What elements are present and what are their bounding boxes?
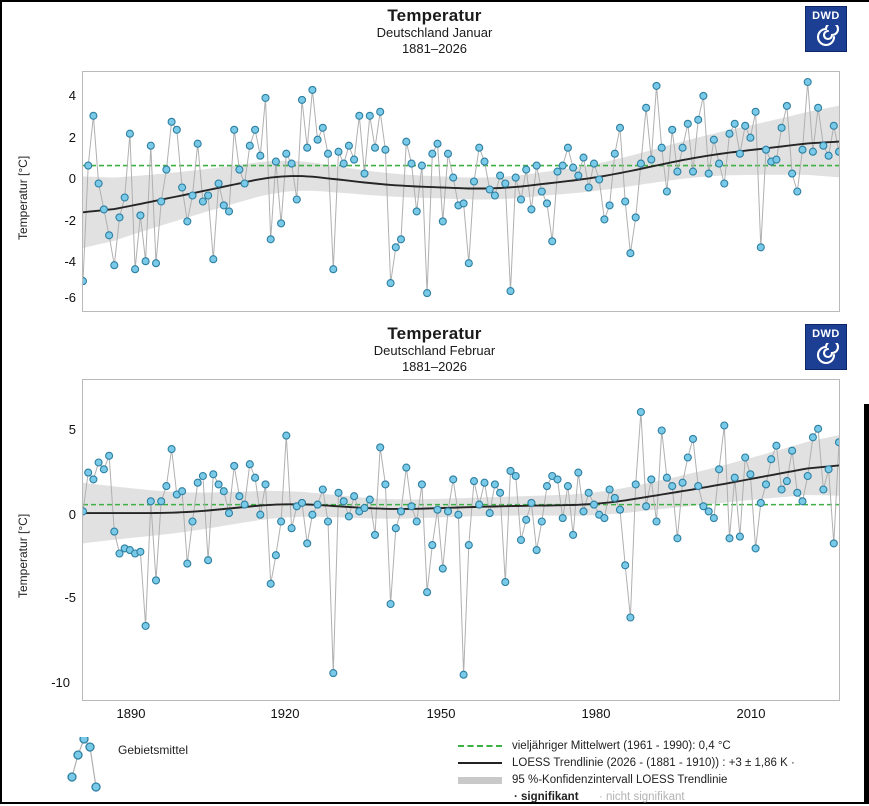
dwd-logo-text-februar: DWD	[812, 328, 840, 340]
legend-swatch-confidence-band	[458, 777, 502, 784]
y-tick-februar-2: -5	[64, 590, 76, 605]
legend-swatch-loess-solid-line	[458, 762, 502, 764]
legend-row-loess: LOESS Trendlinie (2026 - (1881 - 1910)) …	[458, 755, 795, 772]
legend-box: vieljähriger Mittelwert (1961 - 1990): 0…	[458, 738, 795, 806]
y-tick-januar-4: -4	[64, 254, 76, 269]
y-tick-januar-2: 0	[68, 171, 76, 186]
frame-right	[864, 404, 869, 804]
chart-panel-februar: Temperatur Deutschland Februar 1881–2026…	[0, 318, 869, 736]
x-tick-1: 1920	[270, 706, 300, 721]
y-tick-februar-3: -10	[51, 675, 70, 690]
chart-title-block-januar: Temperatur Deutschland Januar 1881–2026	[0, 6, 869, 57]
chart-year-range: 1881–2026	[401, 41, 468, 56]
legend-swatch-mean-dashed-line	[458, 745, 502, 747]
dwd-logo-februar: DWD	[805, 324, 847, 370]
legend-label-konfidenz: 95 %-Konfidenzintervall LOESS Trendlinie	[512, 774, 728, 786]
dwd-logo-text: DWD	[812, 10, 840, 22]
y-tick-januar-3: -2	[64, 213, 76, 228]
frame-left	[0, 0, 2, 804]
legend-label-not-significant: · nicht signifikant	[598, 791, 685, 803]
gebietsmittel-sample-icon	[67, 737, 101, 792]
y-tick-februar-1: 0	[68, 507, 76, 522]
x-tick-2: 1950	[426, 706, 456, 721]
y-tick-januar-5: -6	[64, 290, 76, 305]
legend-label-significant: · signifikant	[514, 791, 579, 803]
y-axis-label-februar: Temperatur [°C]	[16, 513, 30, 598]
legend-row-significance: · signifikant · nicht signifikant	[458, 789, 795, 806]
x-tick-0: 1890	[116, 706, 146, 721]
page-title: Temperatur	[387, 6, 482, 25]
dwd-logo: DWD	[805, 6, 847, 52]
x-tick-3: 1980	[581, 706, 611, 721]
legend-row-mean: vieljähriger Mittelwert (1961 - 1990): 0…	[458, 738, 795, 755]
dwd-spiral-icon-februar	[816, 343, 840, 365]
y-tick-januar-1: 2	[68, 130, 76, 145]
plot-svg-januar	[83, 77, 839, 298]
legend-row-konfidenz: 95 %-Konfidenzintervall LOESS Trendlinie	[458, 772, 795, 789]
x-tick-4: 2010	[736, 706, 766, 721]
y-axis-label-januar: Temperatur [°C]	[16, 155, 30, 240]
plot-area-januar[interactable]	[82, 71, 840, 312]
legend-gebietsmittel-label: Gebietsmittel	[118, 743, 189, 757]
chart-subtitle: Deutschland Januar	[376, 25, 493, 40]
frame-top	[0, 0, 869, 2]
chart-title-februar: Temperatur	[387, 324, 482, 343]
y-tick-februar-0: 5	[68, 422, 76, 437]
plot-area-februar[interactable]	[82, 379, 840, 701]
legend-label-mean: vieljähriger Mittelwert (1961 - 1990): 0…	[512, 740, 731, 752]
chart-title-block-februar: Temperatur Deutschland Februar 1881–2026	[0, 324, 869, 375]
chart-panel-januar: Temperatur Deutschland Januar 1881–2026 …	[0, 0, 869, 318]
frame-bottom	[0, 802, 869, 804]
legend-label-loess: LOESS Trendlinie (2026 - (1881 - 1910)) …	[512, 757, 795, 769]
dwd-spiral-icon	[816, 25, 840, 47]
chart-year-range-februar: 1881–2026	[401, 359, 468, 374]
y-tick-januar-0: 4	[68, 88, 76, 103]
plot-svg-februar	[83, 407, 839, 679]
chart-subtitle-februar: Deutschland Februar	[373, 343, 496, 358]
